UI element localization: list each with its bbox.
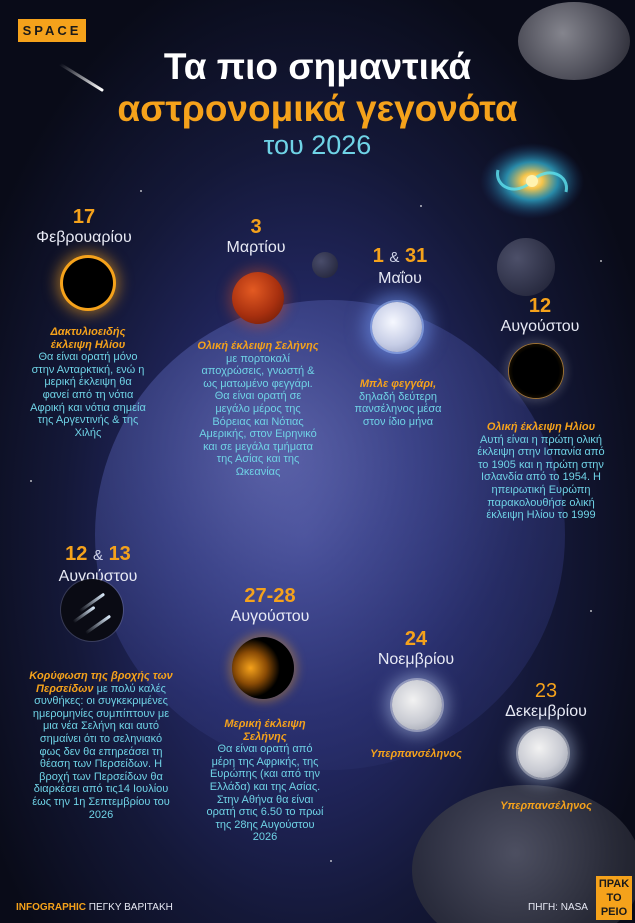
star bbox=[30, 480, 32, 482]
star bbox=[590, 610, 592, 612]
event-date: 24 Νοεμβρίου bbox=[356, 628, 476, 669]
event-description: Υπερπανσέληνος bbox=[350, 748, 482, 761]
star bbox=[420, 205, 422, 207]
credit-label: INFOGRAPHIC bbox=[16, 902, 86, 913]
event-day-separator: & bbox=[92, 547, 103, 564]
event-text: με πορτοκαλί αποχρώσεις, γνωστή & ως ματ… bbox=[199, 352, 317, 478]
event-highlight: Κορύφωση της βροχής των Περσείδων bbox=[29, 670, 173, 695]
event-date: 17 Φεβρουαρίου bbox=[24, 206, 144, 247]
event-highlight: Δακτυλιοειδής έκλειψη Ηλίου bbox=[50, 326, 126, 351]
total-solar-eclipse-icon bbox=[509, 344, 563, 398]
event-text: Θα είναι ορατή από μέρη της Αφρικής, της… bbox=[206, 743, 324, 844]
event-day: 3 bbox=[250, 216, 262, 238]
event-day: 17 bbox=[72, 206, 96, 228]
section-tag: SPACE bbox=[18, 19, 86, 42]
title-line-3: του 2026 bbox=[263, 130, 372, 160]
galaxy-icon bbox=[480, 143, 584, 219]
event-highlight: Μερική έκλειψη Σελήνης bbox=[224, 718, 306, 743]
event-date: 23 Δεκεμβρίου bbox=[486, 680, 606, 721]
logo-text: ΡΕΙΟ bbox=[600, 906, 628, 918]
event-description: Μπλε φεγγάρι, δηλαδή δεύτερη πανσέληνος … bbox=[346, 378, 450, 428]
event-day-end: 31 bbox=[405, 245, 428, 267]
logo-text: ΠΡΑΚ bbox=[598, 878, 630, 890]
event-day: 27-28 bbox=[244, 585, 296, 607]
event-month: Αυγούστου bbox=[500, 318, 580, 335]
event-month: Νοεμβρίου bbox=[377, 651, 455, 668]
event-day: 24 bbox=[404, 628, 428, 650]
event-description: Δακτυλιοειδής έκλειψη Ηλίου Θα είναι ορα… bbox=[30, 326, 146, 439]
publisher-logo: ΠΡΑΚ ΤΟ ΡΕΙΟ bbox=[596, 876, 632, 920]
event-description: Κορύφωση της βροχής των Περσείδων με πολ… bbox=[28, 670, 174, 821]
event-day-end: 13 bbox=[108, 543, 131, 565]
logo-text: ΤΟ bbox=[606, 892, 622, 904]
event-highlight: Μπλε φεγγάρι, bbox=[359, 378, 437, 390]
event-day-separator: & bbox=[389, 249, 400, 266]
credit-author: ΠΕΓΚΥ ΒΑΡΙΤΑΚΗ bbox=[88, 902, 173, 913]
event-highlight: Ολική έκλειψη Σελήνης bbox=[197, 340, 319, 352]
event-day-start: 1 bbox=[372, 245, 384, 267]
title-line-1: Τα πιο σημαντικά bbox=[163, 46, 472, 87]
blue-moon-icon bbox=[372, 302, 422, 352]
event-text: Αυτή είναι η πρώτη ολική έκλειψη στην Ισ… bbox=[477, 433, 605, 522]
event-day: 12 bbox=[528, 295, 552, 317]
star bbox=[600, 260, 602, 262]
moon-corner-top bbox=[518, 2, 630, 80]
planet-background bbox=[95, 300, 565, 770]
event-month: Δεκεμβρίου bbox=[505, 703, 587, 720]
event-month: Αυγούστου bbox=[230, 608, 310, 625]
event-date: 3 Μαρτίου bbox=[196, 216, 316, 257]
event-text: Θα είναι ορατή μόνο στην Ανταρκτική, ενώ… bbox=[30, 351, 146, 439]
event-highlight: Ολική έκλειψη Ηλίου bbox=[486, 421, 596, 433]
event-description: Ολική έκλειψη Σελήνης με πορτοκαλί αποχρ… bbox=[196, 340, 320, 479]
event-month: Φεβρουαρίου bbox=[36, 229, 132, 246]
event-text: δηλαδή δεύτερη πανσέληνος μέσα στον ίδιο… bbox=[354, 390, 442, 428]
credit: INFOGRAPHIC ΠΕΓΚΥ ΒΑΡΙΤΑΚΗ bbox=[16, 902, 173, 913]
event-day: 23 bbox=[534, 680, 558, 702]
event-description: Μερική έκλειψη Σελήνης Θα είναι ορατή απ… bbox=[206, 718, 324, 844]
star bbox=[330, 860, 332, 862]
event-month: Μαΐου bbox=[378, 270, 422, 287]
event-description: Υπερπανσέληνος bbox=[480, 800, 612, 813]
small-planet bbox=[312, 252, 338, 278]
event-date: 1 & 31 Μαΐου bbox=[340, 245, 460, 288]
supermoon-icon bbox=[518, 728, 568, 778]
event-month: Μαρτίου bbox=[226, 239, 286, 256]
event-description: Ολική έκλειψη Ηλίου Αυτή είναι η πρώτη ο… bbox=[472, 421, 610, 522]
event-text: με πολύ καλές συνθήκες: οι συγκεκριμένες… bbox=[32, 682, 170, 821]
supermoon-icon bbox=[392, 680, 442, 730]
meteor-streak bbox=[84, 614, 112, 635]
title-line-2: αστρονομικά γεγονότα bbox=[117, 88, 518, 129]
event-date: 27-28 Αυγούστου bbox=[210, 585, 330, 626]
annular-eclipse-icon bbox=[63, 258, 113, 308]
source: ΠΗΓΗ: NASA bbox=[528, 902, 588, 913]
blood-moon-icon bbox=[232, 272, 284, 324]
star bbox=[140, 190, 142, 192]
event-highlight: Υπερπανσέληνος bbox=[500, 800, 592, 812]
comet-icon bbox=[58, 62, 104, 92]
distant-planet bbox=[497, 238, 555, 296]
event-day-start: 12 bbox=[65, 543, 88, 565]
event-highlight: Υπερπανσέληνος bbox=[370, 748, 462, 760]
event-date: 12 Αυγούστου bbox=[480, 295, 600, 336]
partial-lunar-eclipse-icon bbox=[232, 637, 294, 699]
meteor-shower-icon bbox=[61, 579, 123, 641]
